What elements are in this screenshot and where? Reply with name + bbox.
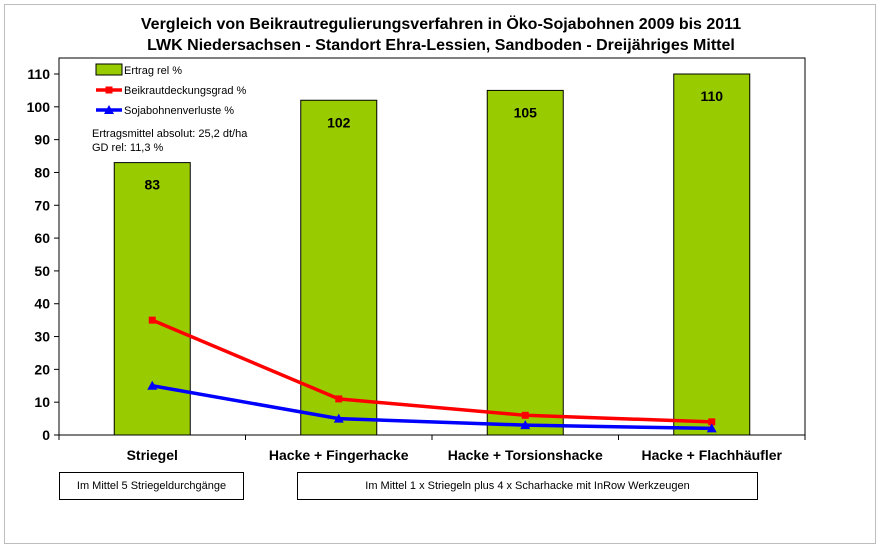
bar-data-label: 83	[144, 177, 160, 193]
bar-data-label: 110	[700, 88, 723, 104]
y-tick-label: 90	[34, 132, 50, 148]
y-tick-label: 0	[42, 427, 50, 443]
chart-frame	[4, 4, 876, 544]
y-tick-label: 10	[34, 394, 50, 410]
y-tick-label: 60	[34, 230, 50, 246]
bar	[486, 89, 564, 436]
chart-title: Vergleich von Beikrautregulierungsverfah…	[140, 16, 742, 33]
x-tick-label: Hacke + Torsionshacke	[448, 447, 603, 463]
series-line	[151, 384, 712, 431]
legend-marker	[104, 105, 114, 114]
legend-swatch	[95, 63, 123, 76]
y-tick-label: 80	[34, 164, 50, 180]
chart-annotation: GD rel: 11,3 %	[92, 142, 164, 154]
bar-data-label: 105	[514, 104, 538, 120]
bar	[113, 162, 191, 436]
note-hacke: Im Mittel 1 x Striegeln plus 4 x Scharha…	[297, 472, 758, 500]
bar	[300, 99, 378, 436]
series-point	[335, 395, 343, 403]
legend-label: Beikrautdeckungsgrad %	[124, 85, 247, 97]
chart-subtitle: LWK Niedersachsen - Standort Ehra-Lessie…	[147, 37, 735, 54]
series-line	[151, 318, 712, 424]
y-tick-label: 100	[27, 99, 51, 115]
x-tick-label: Hacke + Fingerhacke	[269, 447, 409, 463]
x-tick-label: Hacke + Flachhäufler	[642, 447, 783, 463]
legend-label: Sojabohnenverluste %	[124, 105, 234, 117]
series-point	[148, 316, 156, 324]
legend-label: Ertrag rel %	[124, 65, 182, 77]
series-point	[147, 380, 158, 390]
y-tick-label: 50	[34, 263, 50, 279]
x-tick-label: Striegel	[127, 447, 178, 463]
note-striegel: Im Mittel 5 Striegeldurchgänge	[59, 472, 244, 500]
series-point	[521, 411, 529, 419]
legend-marker	[105, 86, 113, 94]
chart-annotation: Ertragsmittel absolut: 25,2 dt/ha	[92, 128, 248, 140]
y-tick-label: 30	[34, 329, 50, 345]
y-tick-label: 20	[34, 361, 50, 377]
y-tick-label: 40	[34, 296, 50, 312]
series-point	[333, 413, 344, 423]
series-point	[706, 423, 717, 433]
y-tick-label: 70	[34, 197, 50, 213]
series-point	[520, 420, 531, 430]
y-tick-label: 110	[27, 66, 50, 82]
series-point	[708, 418, 716, 426]
bar-data-label: 102	[327, 114, 351, 130]
bar	[673, 73, 751, 436]
